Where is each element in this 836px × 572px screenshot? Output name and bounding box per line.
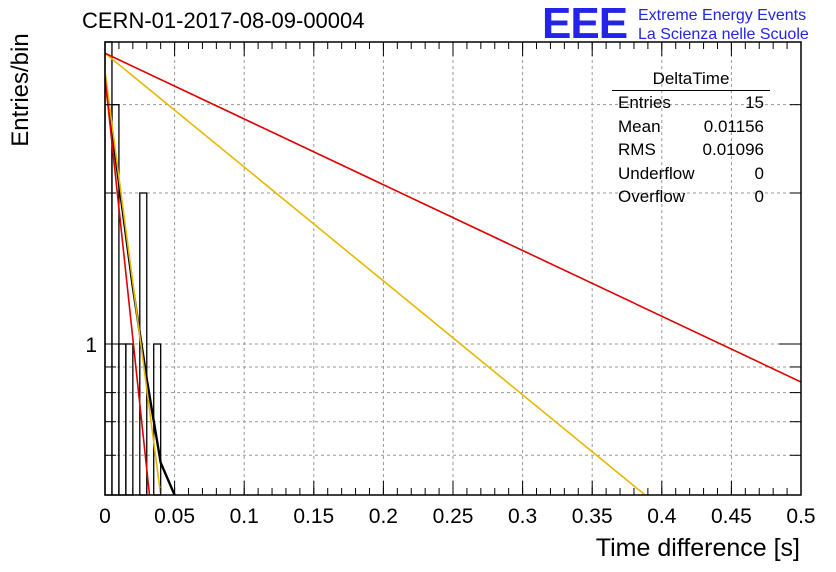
stats-row-overflow: Overflow 0 (612, 185, 770, 209)
stats-label: Mean (618, 116, 661, 136)
logo-line-2: La Scienza nelle Scuole (638, 26, 809, 43)
eee-logo: EEE Extreme Energy Events La Scienza nel… (542, 0, 809, 48)
stats-label: Overflow (618, 187, 686, 206)
x-tick-label: 0.45 (711, 505, 752, 528)
stats-row-entries: Entries 15 (612, 91, 770, 115)
fit-curve-3 (105, 52, 646, 495)
x-tick-label: 0.5 (786, 505, 815, 528)
fit-curve-4 (105, 52, 801, 383)
stats-row-underflow: Underflow 0 (612, 162, 770, 186)
logo-text: Extreme Energy Events La Scienza nelle S… (638, 6, 809, 44)
x-axis-label: Time difference [s] (595, 534, 800, 562)
y-tick-label: 1 (85, 334, 97, 357)
stats-value: 0.01156 (703, 116, 764, 136)
stats-label: RMS (618, 140, 656, 159)
stats-row-mean: Mean 0.01156 (612, 115, 770, 139)
stats-value: 0.01096 (702, 140, 764, 159)
grid-lines (105, 42, 801, 495)
fit-curve-2 (105, 77, 151, 495)
axis-ticks (104, 41, 802, 496)
stats-value: 0 (754, 187, 764, 206)
x-tick-label: 0.4 (647, 505, 677, 528)
x-tick-label: 0.25 (433, 505, 474, 528)
fit-curve-1 (105, 70, 162, 495)
chart-title: CERN-01-2017-08-09-00004 (82, 8, 365, 33)
x-tick-label: 0.1 (230, 505, 259, 528)
stats-value: 15 (745, 93, 764, 112)
y-axis-label: Entries/bin (7, 33, 34, 147)
x-tick-label: 0.35 (572, 505, 613, 528)
logo-line-1: Extreme Energy Events (638, 7, 807, 24)
x-tick-label: 0.05 (154, 505, 195, 528)
logo-mark: EEE (542, 0, 628, 48)
stats-label: Underflow (618, 163, 695, 183)
stats-row-rms: RMS 0.01096 (612, 138, 770, 162)
x-tick-label: 0.2 (369, 505, 398, 528)
stats-box: DeltaTime Entries 15 Mean 0.01156 RMS 0.… (612, 68, 770, 209)
x-tick-label: 0.15 (293, 505, 334, 528)
x-tick-label: 0 (99, 505, 111, 528)
tick-labels: 0 0.05 0.1 0.15 0.2 0.25 0.3 0.35 0.4 0.45 0.5 1 (85, 334, 815, 528)
fit-curves (105, 52, 801, 495)
x-tick-label: 0.3 (508, 505, 537, 528)
stats-label: Entries (618, 93, 671, 112)
stats-value: 0 (754, 163, 764, 183)
stats-title: DeltaTime (612, 68, 770, 91)
y-axis-label-wrap: Entries/bin (6, 0, 36, 180)
